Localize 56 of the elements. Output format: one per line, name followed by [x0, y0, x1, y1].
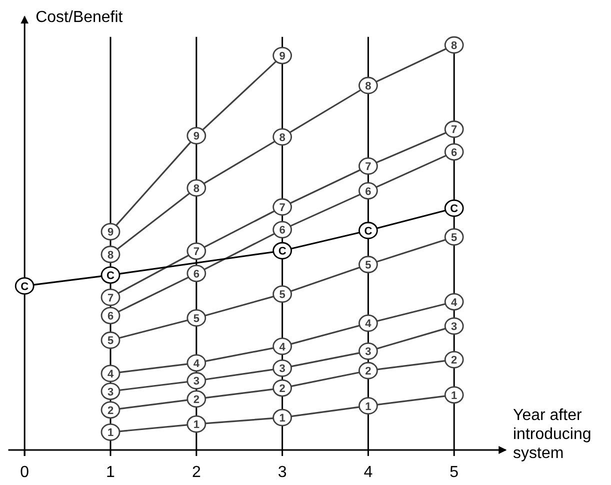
text: 7: [279, 202, 286, 214]
text: 5: [279, 289, 286, 302]
text: 1: [451, 390, 458, 402]
x-tick-label: 0: [20, 464, 30, 481]
text: 7: [365, 161, 372, 174]
text: 1: [193, 419, 200, 432]
text: C: [106, 270, 114, 282]
text: 8: [279, 132, 286, 144]
text: C: [364, 225, 372, 238]
x-tick-label: 1: [106, 464, 116, 481]
text: 8: [365, 80, 372, 92]
x-axis-title: Year after introducing system: [513, 407, 592, 462]
text: 6: [107, 310, 114, 323]
text: 7: [193, 246, 200, 258]
x-tick-label: 5: [450, 464, 459, 481]
text: 9: [279, 50, 286, 63]
text: C: [278, 246, 286, 258]
text: 9: [193, 130, 200, 143]
text: 4: [107, 368, 114, 380]
text: 3: [279, 363, 286, 376]
text: 4: [193, 358, 200, 370]
series-label: 8: [451, 40, 458, 52]
text: 6: [279, 224, 286, 237]
text: 4: [451, 296, 458, 309]
series-label: 9: [107, 226, 114, 239]
y-axis-title: Cost/Benefit: [36, 9, 124, 26]
series-label: 1: [107, 427, 114, 440]
text: 8: [107, 249, 114, 262]
x-tick-label: 4: [364, 464, 373, 481]
text: 1: [279, 412, 286, 425]
series-label: 4: [365, 318, 372, 330]
series-label: C: [450, 203, 458, 216]
text: 2: [193, 394, 200, 406]
text: 2: [107, 404, 114, 417]
text: 6: [451, 146, 458, 159]
x-tick-label: 2: [192, 464, 201, 481]
text: C: [20, 280, 29, 293]
text: 5: [107, 335, 114, 348]
series-label: 2: [365, 366, 372, 378]
text: 8: [193, 182, 200, 195]
text: 5: [193, 312, 200, 325]
text: 3: [107, 386, 114, 398]
series-label: 7: [451, 124, 458, 136]
text: 2: [279, 383, 286, 396]
text: 3: [365, 346, 372, 358]
text: 3: [193, 376, 200, 388]
text: 7: [107, 292, 114, 304]
text: 1: [365, 400, 372, 413]
series-label: 5: [451, 232, 458, 244]
series-label: 3: [451, 321, 458, 334]
text: 5: [365, 260, 372, 272]
text: 2: [451, 354, 458, 367]
series-label: 6: [365, 186, 372, 198]
text: 4: [279, 341, 286, 354]
text: 6: [193, 268, 200, 280]
x-tick-label: 3: [278, 464, 287, 481]
